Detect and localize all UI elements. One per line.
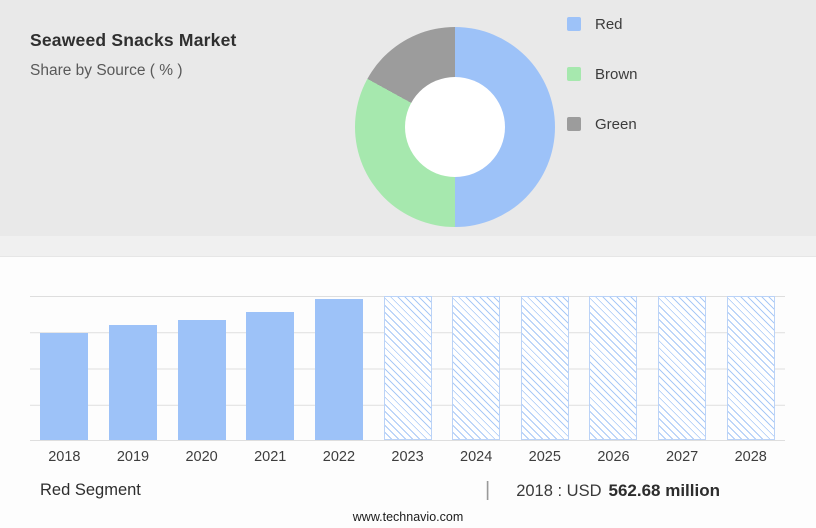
bar-historic — [177, 320, 226, 440]
x-axis-label: 2026 — [597, 449, 630, 465]
bar-forecast — [589, 296, 638, 440]
legend-label: Red — [595, 15, 623, 33]
legend-label: Green — [595, 115, 637, 133]
page-subtitle: Share by Source ( % ) — [30, 62, 183, 79]
footer: Red Segment | 2018 : USD 562.68 million — [40, 479, 720, 502]
x-axis-label: 2023 — [391, 449, 424, 465]
legend-label: Brown — [595, 65, 638, 83]
bar-historic — [40, 333, 89, 440]
x-axis-label: 2020 — [185, 449, 218, 465]
title-block: Seaweed Snacks Market Share by Source ( … — [30, 30, 237, 80]
segment-label: Red Segment — [40, 481, 141, 499]
bar-column — [373, 296, 442, 440]
x-axis-label: 2022 — [322, 449, 356, 465]
bar-forecast — [658, 296, 707, 440]
bar-forecast — [726, 296, 775, 440]
bar-historic — [314, 298, 363, 440]
bar-column — [30, 296, 99, 440]
legend-swatch — [567, 117, 581, 131]
footer-stat-group: | 2018 : USD 562.68 million — [485, 479, 720, 502]
footer-divider: | — [485, 479, 491, 501]
bar-column — [579, 296, 648, 440]
page-title: Seaweed Snacks Market — [30, 30, 237, 50]
bar-historic — [246, 311, 295, 440]
donut-chart — [355, 27, 555, 227]
bar-forecast — [383, 296, 432, 440]
x-axis: 2018 2019 2020 2021 2022 2023 2024 2025 2026 2027… — [30, 449, 785, 465]
legend-item: Red — [567, 15, 638, 33]
bar-section: 2018 2019 2020 2021 2022 2023 2024 2025 2026 2027… — [0, 256, 816, 528]
legend-item: Brown — [567, 65, 638, 83]
footer-stat-value: 562.68 million — [608, 480, 721, 500]
x-axis-label: 2027 — [665, 449, 699, 465]
bar-column — [510, 296, 579, 440]
bar-column — [99, 296, 168, 440]
donut-section: Seaweed Snacks Market Share by Source ( … — [0, 0, 816, 236]
bar-column — [442, 296, 511, 440]
bar-column — [716, 296, 785, 440]
x-axis-label: 2024 — [460, 449, 493, 465]
footer-stat-prefix: 2018 : USD — [516, 481, 602, 500]
x-axis-label: 2019 — [116, 449, 150, 465]
footer-stat: 2018 : USD 562.68 million — [516, 481, 720, 501]
legend: Red Brown Green — [567, 16, 638, 166]
x-axis-label: 2021 — [254, 449, 287, 465]
legend-swatch — [567, 17, 581, 31]
bar-column — [305, 296, 374, 440]
bar-series — [30, 296, 785, 440]
x-axis-label: 2028 — [734, 449, 767, 465]
bar-chart — [30, 296, 785, 441]
legend-swatch — [567, 67, 581, 81]
legend-item: Green — [567, 115, 638, 133]
bar-column — [236, 296, 305, 440]
x-axis-label: 2018 — [48, 449, 81, 465]
donut-hole — [405, 77, 505, 177]
website-text: www.technavio.com — [352, 510, 464, 524]
bar-historic — [108, 324, 157, 440]
bar-forecast — [452, 296, 501, 440]
bar-column — [648, 296, 717, 440]
x-axis-label: 2025 — [528, 449, 561, 465]
bar-column — [167, 296, 236, 440]
bar-forecast — [520, 296, 569, 440]
